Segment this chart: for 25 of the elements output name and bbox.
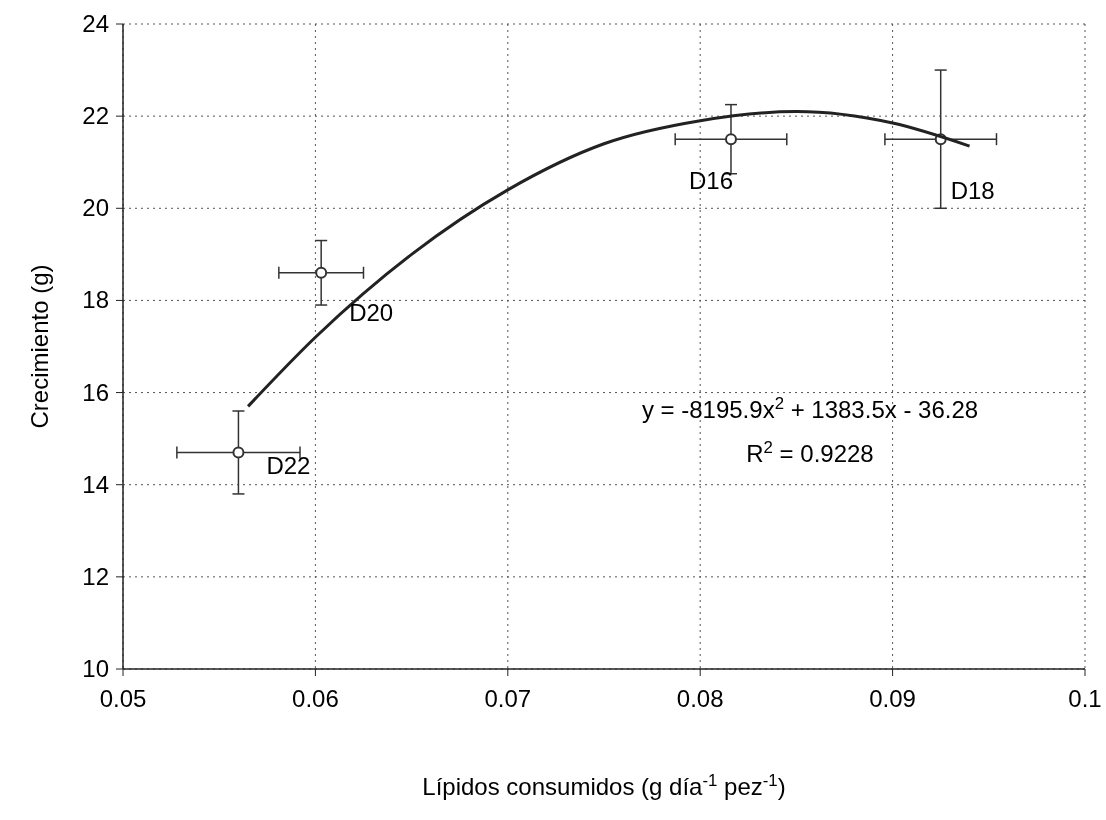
x-tick-label: 0.07 <box>484 685 532 712</box>
point <box>315 266 328 279</box>
annotation: D16 <box>688 167 734 195</box>
annotation: R$^{2}$ = 0.9228 <box>746 437 874 467</box>
y-tick-label: 14 <box>82 470 109 498</box>
point <box>724 133 737 146</box>
annotation: D22 <box>266 452 311 480</box>
annotation: D20 <box>349 298 394 326</box>
y-tick-label: 16 <box>82 378 109 406</box>
x-axis-title: Lípidos consumidos (g día$^{-1}$ pez$^{-1}$) <box>422 770 786 800</box>
x-tick-label: 0.1 <box>1068 685 1102 712</box>
x-tick-label: 0.06 <box>292 685 339 712</box>
y-axis-title: Crecimiento (g) <box>26 264 53 429</box>
annotation: y = -8195.9x$^{2}$ + 1383.5x - 36.28 <box>641 393 979 423</box>
y-tick-label: 20 <box>82 194 109 222</box>
x-tick-label: 0.08 <box>676 685 724 712</box>
annotation: D18 <box>950 177 995 205</box>
y-tick-label: 18 <box>82 286 109 314</box>
x-tick-label: 0.05 <box>99 685 147 712</box>
y-tick-label: 24 <box>82 10 109 37</box>
y-tick-label: 12 <box>82 562 109 590</box>
y-tick-label: 10 <box>82 655 109 682</box>
y-tick-label: 22 <box>82 102 109 130</box>
x-tick-label: 0.09 <box>869 685 916 712</box>
point <box>232 446 245 459</box>
